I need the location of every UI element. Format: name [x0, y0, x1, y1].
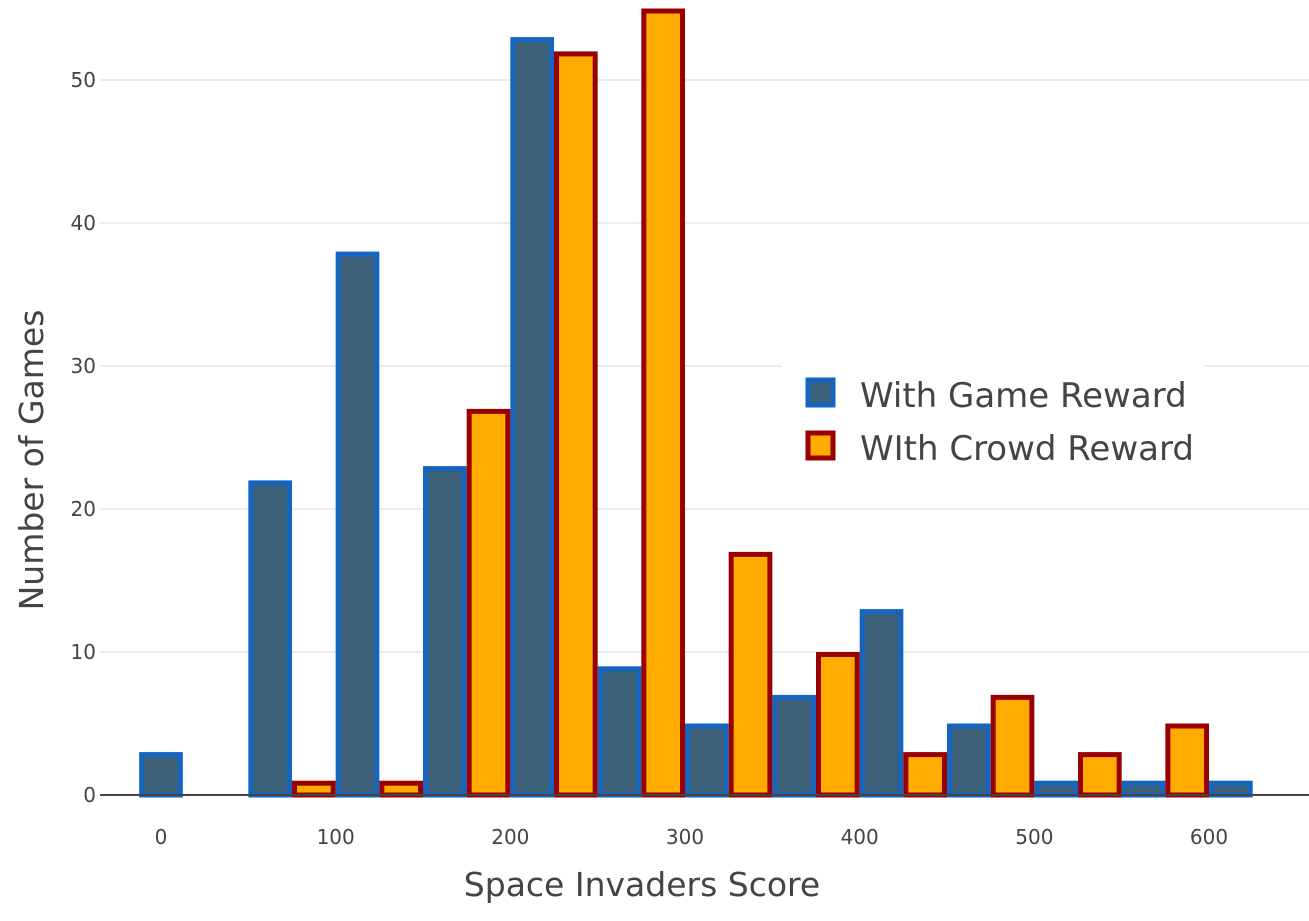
y-tick-label: 20 — [71, 497, 96, 521]
y-tick-label: 40 — [71, 211, 96, 235]
game-reward-bar — [1209, 780, 1253, 798]
y-tick-label: 10 — [71, 640, 96, 664]
crowd-reward-bar — [728, 551, 773, 798]
legend-label-crowd-reward: WIth Crowd Reward — [860, 429, 1194, 469]
crowd-reward-bar — [990, 694, 1035, 798]
x-tick-label: 400 — [841, 825, 879, 849]
game-reward-bar — [597, 666, 642, 798]
game-reward-bar — [139, 752, 183, 798]
x-tick-label: 500 — [1015, 825, 1053, 849]
y-tick-label: 30 — [71, 354, 96, 378]
legend: With Game Reward WIth Crowd Reward — [782, 362, 1204, 480]
y-tick-label: 0 — [83, 783, 96, 807]
crowd-reward-bar — [903, 752, 948, 798]
crowd-reward-bar — [292, 780, 336, 798]
y-tick-label: 50 — [71, 68, 96, 92]
x-tick-label: 300 — [666, 825, 704, 849]
game-reward-bar — [685, 723, 729, 798]
x-tick-label: 0 — [155, 825, 168, 849]
legend-swatch-crowd-reward — [805, 430, 836, 461]
x-axis-title: Space Invaders Score — [464, 865, 820, 904]
crowd-reward-bar — [641, 8, 686, 798]
game-reward-bar — [1121, 780, 1166, 798]
game-reward-bar — [423, 466, 467, 798]
crowd-reward-bar — [1165, 723, 1210, 798]
crowd-reward-bar — [466, 408, 511, 798]
x-tick-label: 600 — [1190, 825, 1228, 849]
legend-label-game-reward: With Game Reward — [860, 376, 1187, 416]
x-tick-label: 100 — [317, 825, 355, 849]
crowd-reward-bar — [554, 51, 598, 798]
game-reward-bar — [772, 694, 817, 798]
crowd-reward-bar — [379, 780, 424, 798]
game-reward-bar — [335, 251, 380, 798]
game-reward-bar — [1034, 780, 1079, 798]
game-reward-bar — [510, 37, 555, 798]
legend-background — [782, 362, 1204, 480]
game-reward-bar — [947, 723, 991, 798]
crowd-reward-bar — [1078, 752, 1122, 798]
legend-swatch-game-reward — [805, 377, 836, 408]
game-reward-bar — [248, 480, 293, 798]
bars — [139, 8, 1253, 798]
x-tick-label: 200 — [491, 825, 529, 849]
y-axis-title: Number of Games — [12, 310, 51, 611]
gridlines — [100, 79, 1309, 653]
game-reward-bar — [859, 609, 904, 798]
crowd-reward-bar — [816, 652, 860, 798]
